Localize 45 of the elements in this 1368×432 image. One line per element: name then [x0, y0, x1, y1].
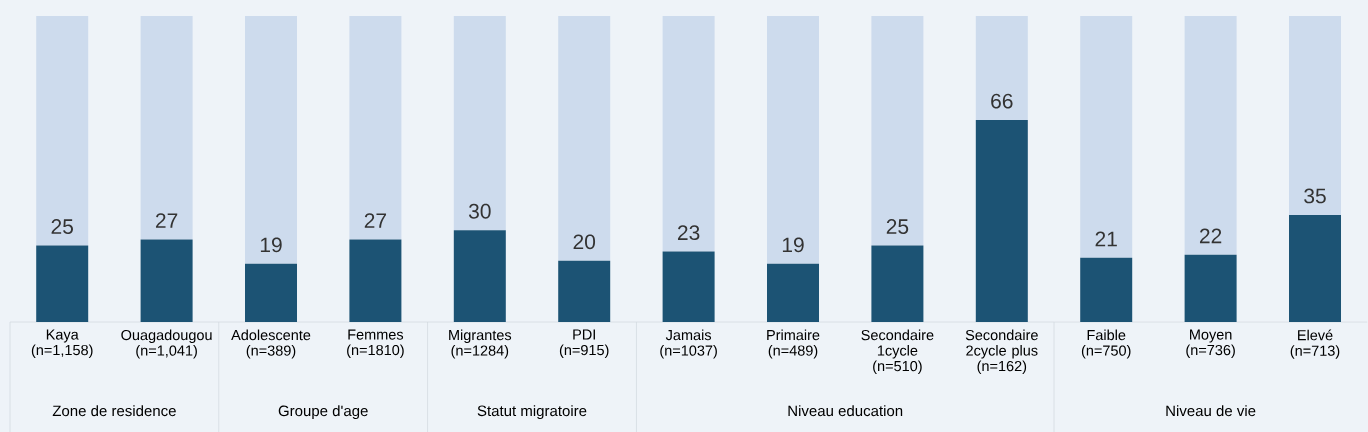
- data-label: 21: [1095, 231, 1117, 247]
- bar: [975, 120, 1028, 322]
- data-label: 27: [155, 213, 178, 228]
- data-label: 20: [573, 234, 596, 250]
- bar: [975, 16, 1028, 121]
- x-axis-title: Niveau de vie: [1166, 405, 1256, 417]
- x-axis-title: Groupe d'age: [278, 405, 368, 420]
- x-tick-label: Faible (n=750): [1081, 329, 1131, 359]
- bar: [1184, 16, 1237, 255]
- x-axis-title: Zone de residence: [52, 405, 176, 417]
- data-label: 23: [677, 225, 700, 241]
- x-tick-label: Migrantes (n=1284): [449, 329, 512, 359]
- x-tick-label: Primaire (n=489): [767, 329, 820, 359]
- x-axis-title: Niveau education: [788, 405, 903, 417]
- data-label: 35: [1304, 188, 1326, 204]
- x-tick-label: Secondaire 1cycle (n=510): [861, 329, 934, 375]
- bar: [1289, 16, 1342, 215]
- bar: [767, 263, 820, 322]
- bar: [662, 251, 715, 322]
- x-tick-label: PDI (n=915): [559, 329, 609, 359]
- x-tick-label: Femmes (n=1810): [347, 329, 404, 359]
- bar: [871, 16, 924, 246]
- data-label: 22: [1199, 228, 1222, 244]
- data-label: 25: [51, 219, 73, 234]
- x-tick-label: Ouagadougou (n=1,041): [121, 329, 212, 359]
- data-label: 19: [782, 237, 804, 253]
- bar: [1080, 257, 1133, 322]
- x-axis-title: Statut migratoire: [477, 405, 587, 420]
- bar: [1080, 16, 1133, 258]
- x-tick-label: Kaya (n=1,158): [31, 329, 93, 359]
- data-label: 30: [468, 203, 491, 219]
- bar: [1184, 254, 1237, 322]
- data-label: 66: [991, 93, 1013, 109]
- bar: [1289, 214, 1342, 322]
- bar: [871, 245, 924, 322]
- bar: [767, 16, 820, 264]
- x-tick-label: Secondaire 2cycle plus (n=162): [965, 329, 1038, 375]
- data-label: 19: [260, 237, 282, 253]
- bar: [662, 16, 715, 252]
- x-tick-label: Jamais (n=1037): [660, 329, 717, 359]
- x-tick-label: Adolescente (n=389): [231, 329, 311, 359]
- data-label: 27: [364, 213, 387, 228]
- x-tick-label: Elevé (n=713): [1290, 329, 1340, 359]
- x-tick-label: Moyen (n=736): [1186, 329, 1235, 359]
- data-label: 25: [886, 219, 909, 234]
